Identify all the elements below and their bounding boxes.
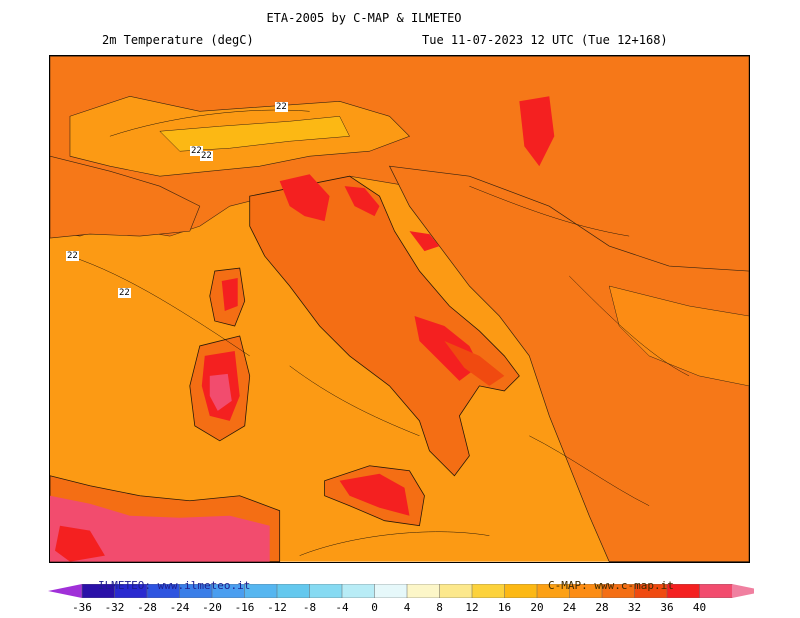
color-scale-high-arrow [732,584,754,598]
color-scale-tick-label: 40 [692,601,707,614]
color-scale-tick-label: 28 [595,601,609,614]
color-scale-tick-label: 12 [465,601,479,614]
color-scale-tick-label: -16 [234,601,255,614]
color-scale-tick-label: 0 [371,601,378,614]
contour-label: 22 [190,146,203,156]
italy-peninsula [249,175,520,477]
color-scale-tick-label: 20 [530,601,544,614]
france-region [50,155,201,239]
hot-north-africa [50,495,270,562]
chart-title: ETA-2005 by C-MAP & ILMETEO [266,11,462,25]
balkans-region [388,165,749,562]
credit-cmap: C-MAP: www.c-map.it [548,579,674,592]
color-scale-tick-label: -24 [169,601,190,614]
color-scale-low-arrow [48,584,82,598]
contour-label: 22 [66,251,79,261]
balkans-interior [608,285,749,387]
color-scale-swatch [374,584,408,598]
heat-basilicata [444,340,505,386]
credit-ilmeteo: ILMETEO: www.ilmeteo.it [98,579,251,592]
color-scale-tick-label: 8 [436,601,443,614]
color-scale-tick-label: -28 [137,601,157,614]
heat-pannonia [519,96,555,167]
color-scale-tick-label: -4 [335,601,349,614]
color-scale-swatch [504,584,538,598]
contour-label: 22 [200,151,213,161]
color-scale-tick-label: -32 [104,601,125,614]
color-scale-tick-label: 24 [562,601,577,614]
heat-africa-spot [54,525,105,562]
temperature-map: 22 22 22 22 22 [49,55,750,563]
heat-po-valley [279,174,330,222]
color-scale [48,584,754,598]
color-scale-tick-label: 4 [403,601,411,614]
parameter-label: 2m Temperature (degC) [102,33,254,47]
color-scale-tick-label: 16 [497,601,512,614]
heat-emilia [344,186,380,217]
color-scale-tick-label: -8 [302,601,317,614]
heat-sicily [339,473,410,516]
heat-corsica [221,278,238,311]
color-scale-tick-label: -12 [267,601,287,614]
color-scale-swatch [439,584,473,598]
color-scale-swatch [471,584,506,598]
color-scale-swatch [699,584,733,598]
color-scale-tick-label: 36 [660,601,674,614]
color-scale-swatch [309,584,343,598]
color-scale-swatch [276,584,311,598]
color-scale-tick-label: -20 [202,601,222,614]
hot-sardinia [209,373,232,411]
color-scale-tick-label: -36 [72,601,92,614]
valid-time-label: Tue 11-07-2023 12 UTC (Tue 12+168) [422,33,668,47]
color-scale-tick-label: 32 [627,601,642,614]
map-canvas [50,56,749,562]
color-scale-swatch [406,584,441,598]
heat-adriatic-coast [409,231,440,252]
contour-label: 22 [275,102,288,112]
color-scale-swatch [341,584,376,598]
contour-label: 22 [118,288,131,298]
